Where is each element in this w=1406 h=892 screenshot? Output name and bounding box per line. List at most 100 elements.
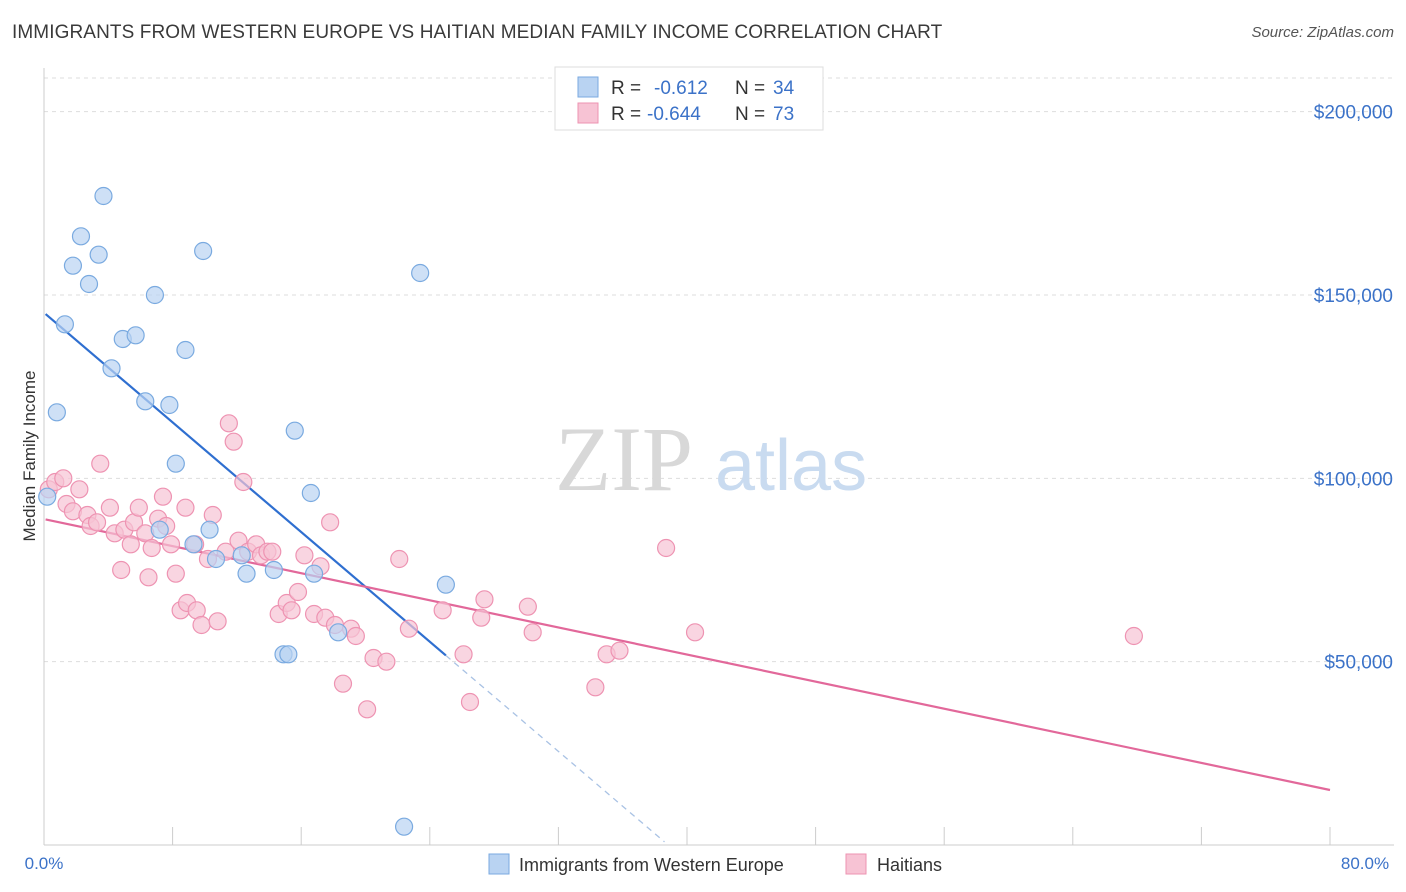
pink-point-18 — [139, 568, 158, 587]
blue-point-8 — [102, 359, 121, 378]
pink-point-35 — [219, 414, 238, 433]
trend-line-blue-extension — [445, 654, 665, 843]
blue-point-5 — [79, 274, 99, 294]
pink-point-74 — [1124, 626, 1143, 646]
pink-point-2 — [54, 469, 73, 488]
legend-swatch-pink — [577, 102, 599, 124]
pink-point-56 — [346, 626, 365, 646]
blue-point-10 — [126, 326, 145, 345]
pink-point-47 — [288, 582, 308, 602]
pink-point-46 — [282, 601, 301, 620]
trend-line-pink — [45, 518, 1331, 792]
blue-point-28 — [304, 564, 324, 583]
pink-point-43 — [263, 542, 282, 561]
pink-point-24 — [166, 564, 185, 583]
pink-point-33 — [208, 612, 227, 631]
blue-point-30 — [394, 817, 414, 836]
pink-point-10 — [100, 498, 120, 517]
y-tick-label-3: $200,000 — [1314, 103, 1393, 124]
blue-point-32 — [436, 575, 455, 594]
legend-swatch-blue — [577, 76, 599, 98]
source-credit: Source: ZipAtlas.com — [1251, 24, 1394, 41]
legend-r-value-1: -0.612 — [654, 78, 708, 99]
pink-point-14 — [121, 535, 140, 554]
legend-n-value-1: 34 — [773, 78, 795, 99]
pink-point-5 — [70, 480, 89, 499]
stats-legend: R = -0.612 N = 34 R = -0.644 N = 73 — [554, 66, 824, 131]
blue-point-18 — [194, 241, 213, 261]
y-tick-label-1: $100,000 — [1314, 469, 1393, 490]
legend-r-label-2: R = — [611, 104, 641, 125]
blue-point-19 — [200, 520, 219, 539]
pink-point-68 — [523, 623, 542, 642]
blue-point-6 — [89, 245, 108, 264]
pink-point-21 — [153, 487, 173, 506]
axes — [43, 68, 1394, 846]
pink-point-71 — [610, 641, 629, 660]
chart-title: IMMIGRANTS FROM WESTERN EUROPE VS HAITIA… — [12, 22, 943, 43]
blue-point-14 — [160, 395, 179, 415]
blue-point-31 — [411, 263, 430, 283]
pink-point-9 — [91, 454, 110, 473]
series-legend-swatch-2 — [845, 853, 867, 875]
legend-n-label-1: N = — [735, 78, 765, 99]
pink-point-72 — [657, 538, 676, 558]
blue-point-21 — [232, 546, 251, 565]
pink-point-23 — [161, 535, 181, 554]
x-tick-labels: 0.0% 80.0% — [25, 854, 1389, 873]
watermark-zip: ZIP — [555, 408, 693, 510]
blue-point-20 — [206, 549, 226, 569]
pink-point-59 — [377, 652, 396, 671]
blue-point-29 — [329, 623, 348, 642]
blue-point-16 — [176, 340, 195, 360]
legend-n-label-2: N = — [735, 104, 765, 125]
blue-point-25 — [279, 645, 298, 664]
pink-point-69 — [586, 678, 605, 697]
data-points — [38, 186, 1143, 836]
pink-point-38 — [234, 472, 253, 492]
pink-point-67 — [518, 597, 537, 616]
blue-point-4 — [71, 227, 91, 246]
pink-point-73 — [685, 623, 705, 642]
pink-point-30 — [192, 615, 211, 635]
series-legend-label-1: Immigrants from Western Europe — [519, 855, 784, 875]
pink-point-66 — [475, 590, 494, 609]
pink-point-36 — [224, 432, 243, 451]
pink-point-60 — [390, 549, 409, 569]
blue-point-17 — [184, 535, 203, 554]
x-tick-label-1: 80.0% — [1341, 854, 1389, 873]
pink-point-8 — [87, 513, 107, 532]
pink-point-54 — [333, 674, 353, 693]
y-tick-label-2: $150,000 — [1314, 286, 1393, 307]
pink-point-16 — [129, 498, 148, 517]
blue-point-7 — [94, 186, 113, 206]
pink-point-65 — [472, 608, 491, 627]
y-tick-label-0: $50,000 — [1324, 653, 1393, 674]
blue-point-12 — [145, 285, 165, 305]
pink-point-26 — [176, 498, 195, 517]
pink-point-19 — [142, 538, 161, 558]
legend-n-value-2: 73 — [773, 104, 794, 125]
pink-point-57 — [358, 700, 377, 719]
legend-r-value-2: -0.644 — [647, 104, 701, 125]
series-legend-swatch-1 — [488, 853, 510, 875]
pink-point-62 — [433, 601, 452, 620]
blue-point-0 — [38, 487, 57, 506]
blue-point-22 — [237, 564, 256, 583]
legend-r-label-1: R = — [611, 78, 641, 99]
blue-point-15 — [166, 454, 185, 473]
pink-point-52 — [321, 513, 340, 532]
pink-point-32 — [203, 505, 222, 525]
blue-point-1 — [47, 403, 66, 422]
blue-point-3 — [63, 256, 83, 275]
blue-point-27 — [301, 483, 320, 503]
watermark-atlas: atlas — [715, 426, 867, 506]
x-tick-label-0: 0.0% — [25, 854, 64, 873]
series-legend-label-2: Haitians — [877, 855, 942, 875]
y-axis-title: Median Family Income — [20, 370, 39, 541]
blue-point-26 — [285, 421, 304, 440]
blue-point-13 — [150, 520, 169, 539]
blue-point-11 — [136, 392, 155, 411]
series-legend: Immigrants from Western Europe Haitians — [488, 853, 942, 875]
